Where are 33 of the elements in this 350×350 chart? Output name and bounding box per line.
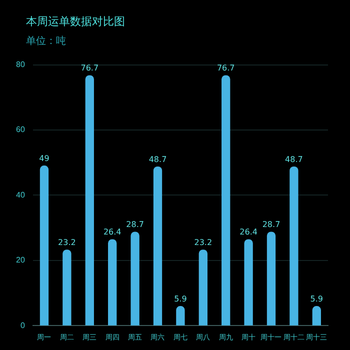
bar [62,250,72,326]
data-label: 49 [39,154,50,163]
data-label: 5.9 [310,294,324,304]
y-tick-label: 60 [16,125,26,134]
data-label: 5.9 [174,294,187,304]
bar [198,250,208,326]
data-label: 28.7 [262,220,280,230]
y-tick-label: 20 [16,256,26,265]
data-label: 26.4 [240,228,258,237]
data-label: 23.2 [194,238,212,248]
bar [153,166,162,326]
bar [266,232,276,326]
bar [222,75,230,326]
bar [312,306,321,326]
bar [130,232,140,326]
data-label: 28.7 [126,220,144,230]
bar [40,166,49,326]
data-label: 26.4 [103,228,122,237]
data-label: 76.7 [80,64,99,73]
chart-title: 本周运单数据对比图 [26,14,125,29]
bar [244,239,253,326]
bar [176,306,185,326]
y-tick-label: 80 [16,60,26,70]
data-label: 23.2 [58,238,76,248]
data-label: 48.7 [148,154,167,164]
bar [85,75,94,326]
data-label: 48.7 [285,154,303,164]
data-label: 76.7 [216,64,235,73]
y-tick-label: 0 [20,320,26,330]
bar [108,239,117,326]
bar [290,166,298,326]
y-tick-label: 40 [16,190,26,200]
chart-subtitle: 单位：吨 [26,34,66,48]
